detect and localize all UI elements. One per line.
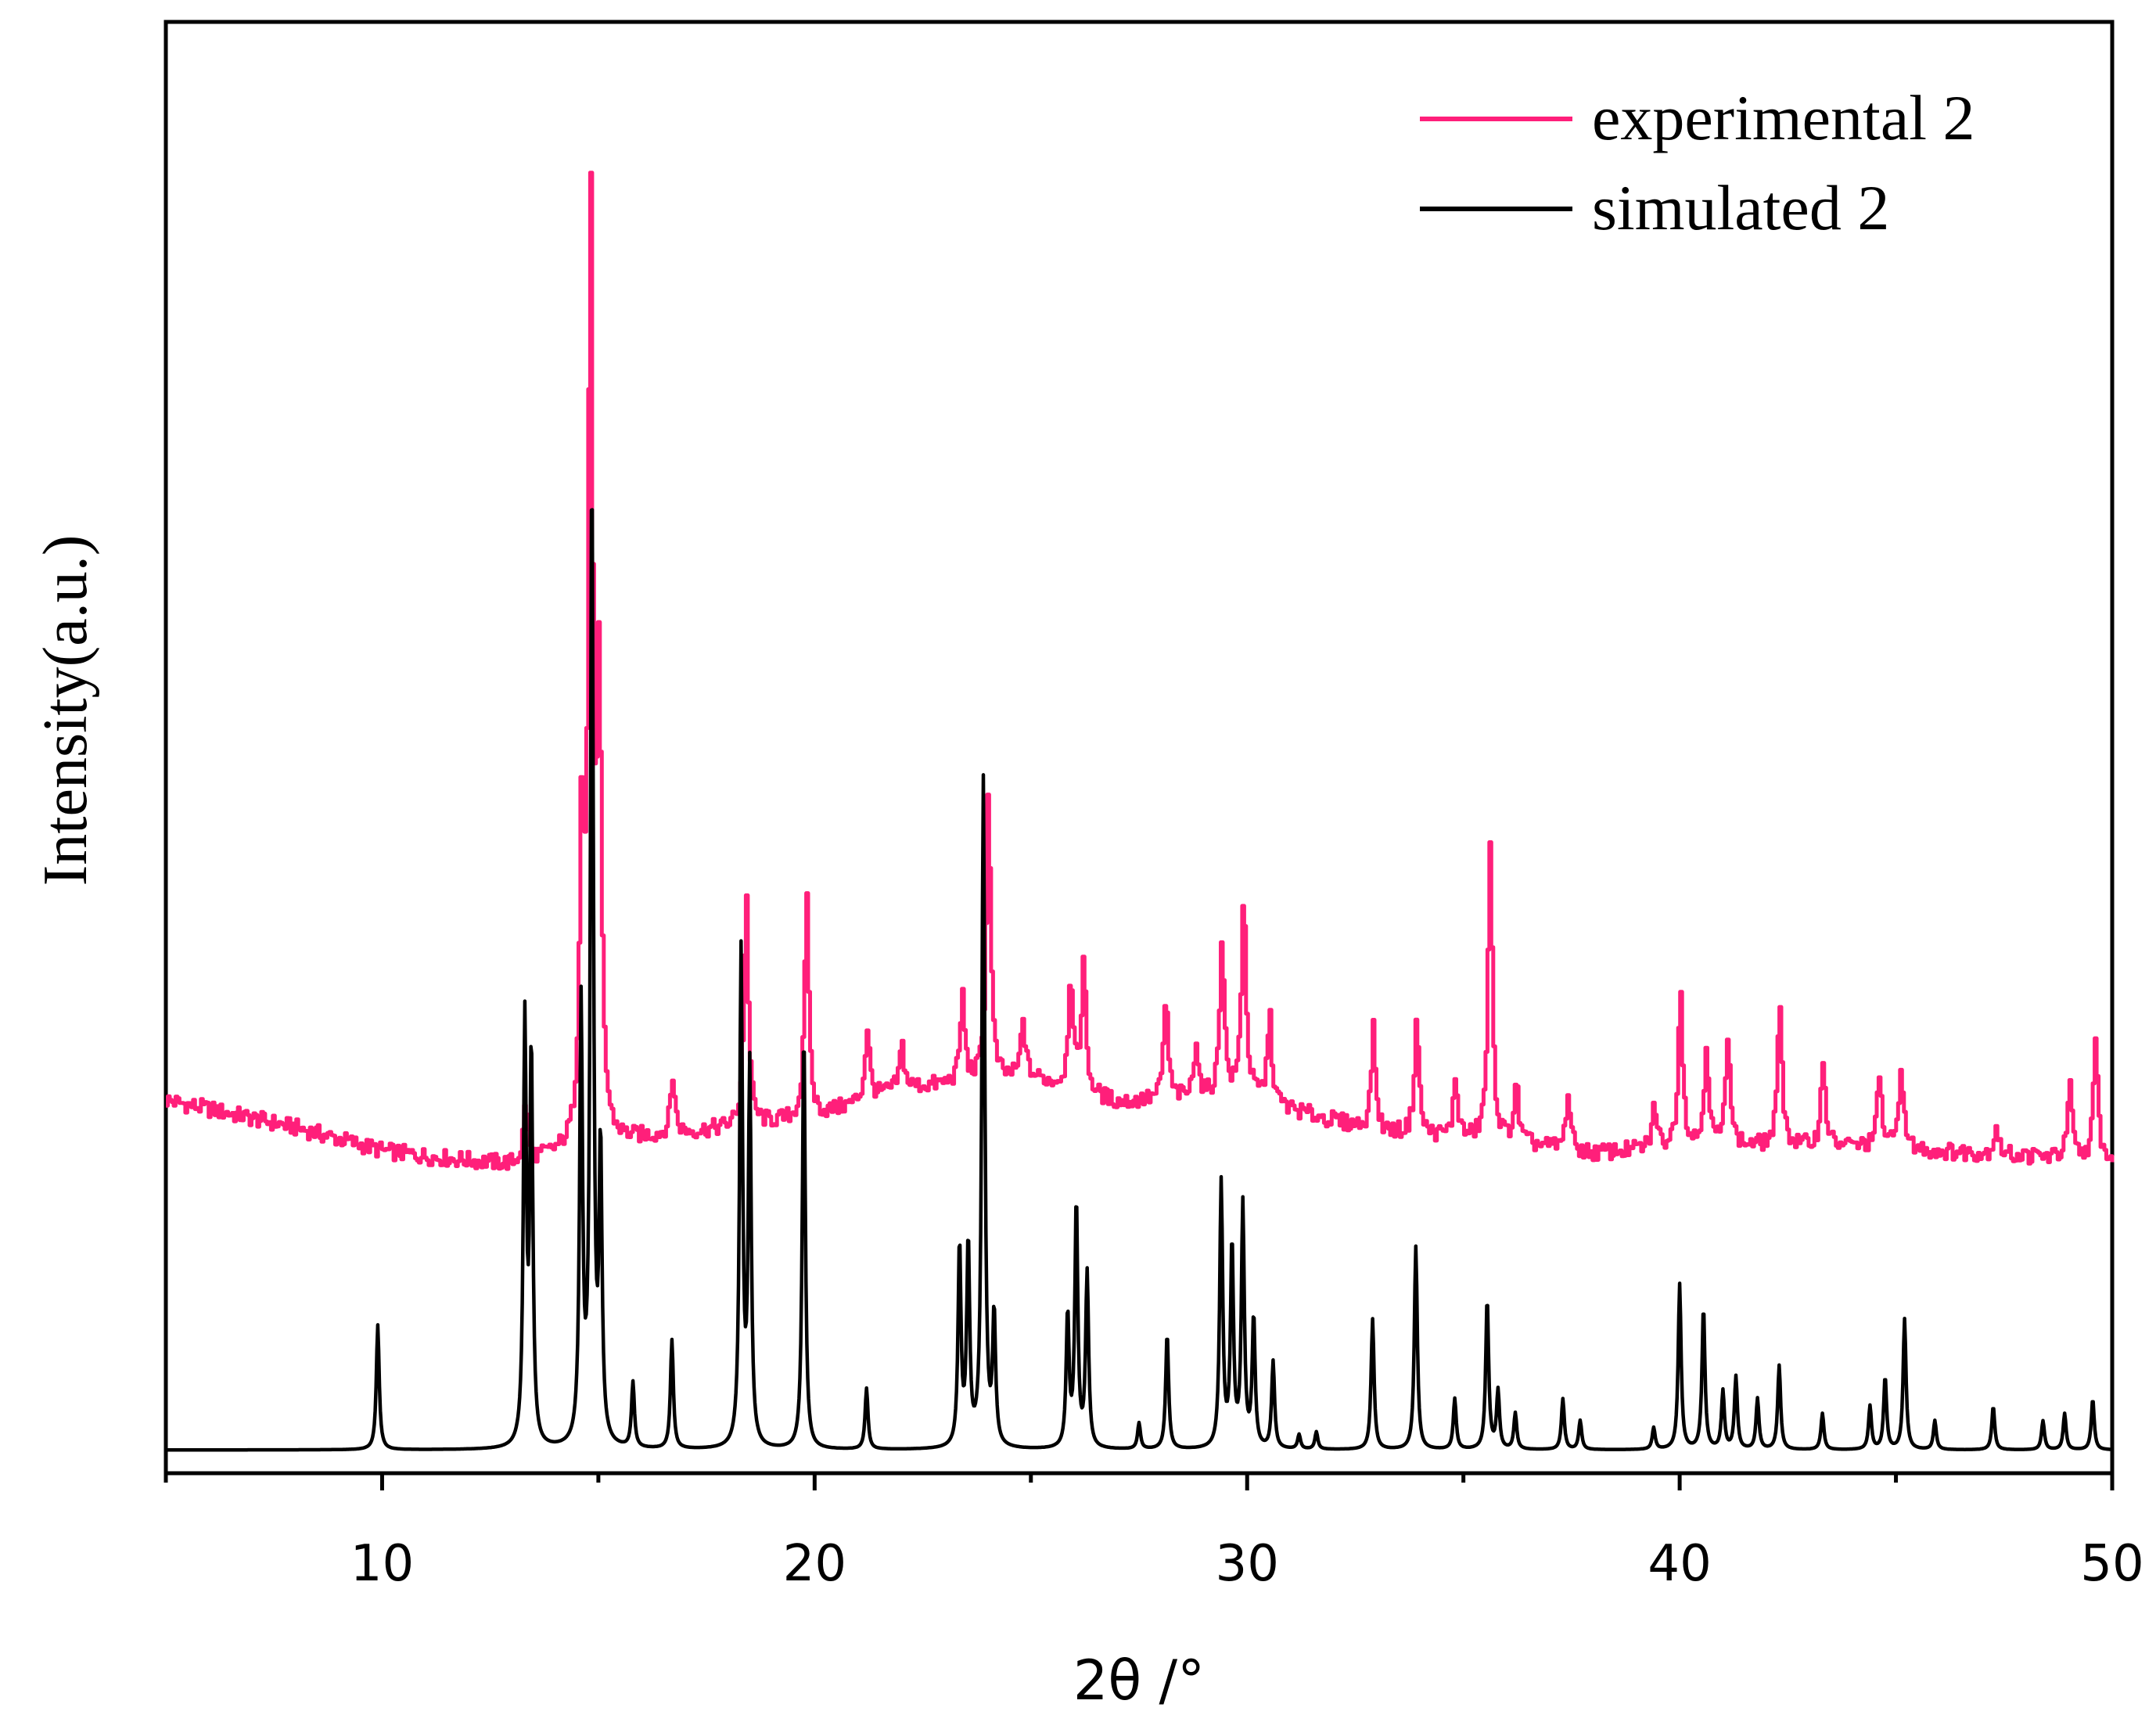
series-simulated-line (164, 508, 2114, 1452)
series-layer (164, 171, 2115, 1452)
x-axis-title: 2θ /° (1073, 1648, 1205, 1713)
x-tick-label: 10 (350, 1535, 414, 1593)
legend-label-experimental: experimental 2 (1592, 82, 1975, 153)
x-tick-label: 40 (1648, 1535, 1711, 1593)
x-axis-tick-labels: 10 20 30 40 50 (350, 1535, 2144, 1593)
y-axis-title: Intensity(a.u.) (31, 535, 100, 886)
x-tick-label: 50 (2080, 1535, 2143, 1593)
series-experimental-line (166, 171, 2115, 1171)
x-tick-label: 20 (783, 1535, 846, 1593)
legend: experimental 2 simulated 2 (1420, 82, 1975, 243)
legend-label-simulated: simulated 2 (1592, 172, 1889, 243)
plot-frame (163, 20, 2115, 1476)
x-tick-label: 30 (1216, 1535, 1279, 1593)
x-axis-ticks (163, 1473, 2115, 1490)
